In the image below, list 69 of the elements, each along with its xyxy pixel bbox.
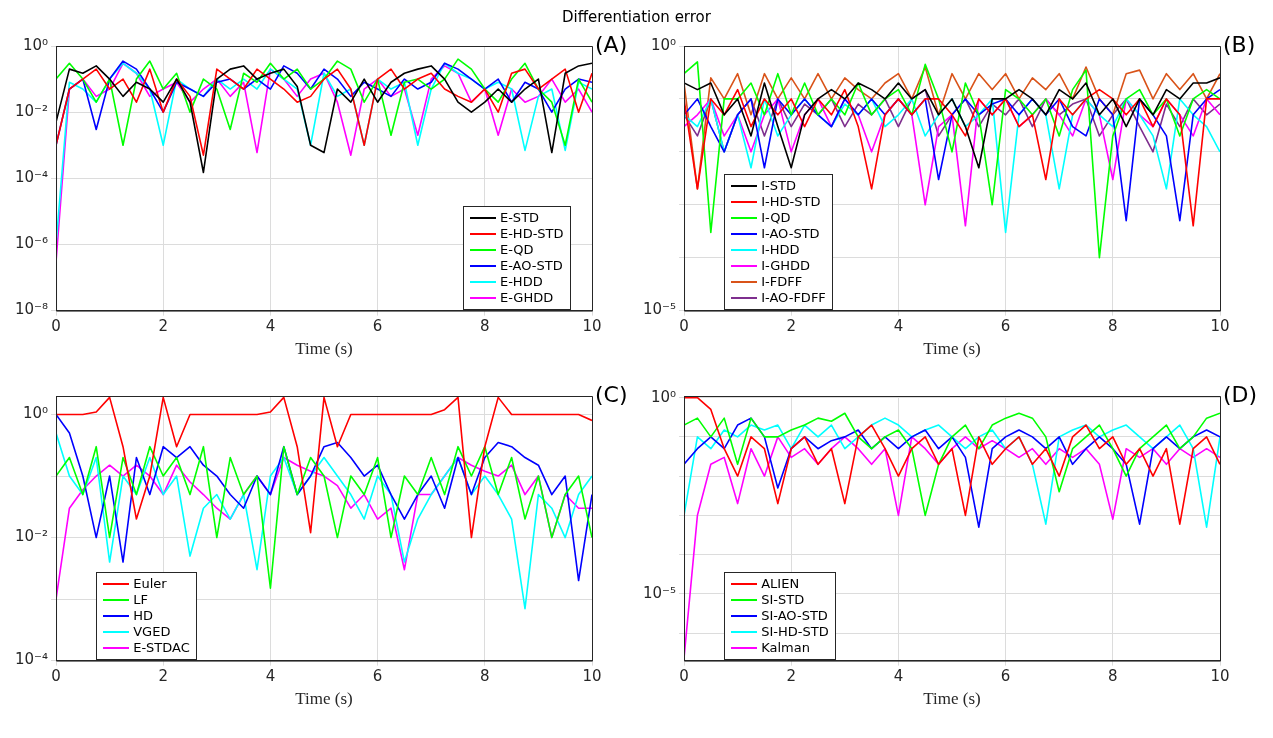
legend-label: E-HD-STD bbox=[499, 226, 564, 242]
legend-label: I-GHDD bbox=[761, 258, 811, 274]
y-tick-label: 10⁻⁵ bbox=[642, 300, 677, 319]
y-tick-label: 10⁰ bbox=[22, 404, 49, 423]
legend-label: SI-AO-STD bbox=[761, 608, 828, 624]
x-tick-label: 6 bbox=[372, 317, 383, 336]
x-tick-label: 2 bbox=[158, 317, 168, 336]
y-tick-label: 10⁻⁴ bbox=[14, 168, 49, 187]
legend-label: E-GHDD bbox=[499, 290, 554, 306]
x-tick-label: 2 bbox=[786, 317, 796, 336]
x-tick-label: 6 bbox=[1000, 317, 1011, 336]
x-tick-label: 4 bbox=[265, 667, 276, 686]
x-tick-label: 8 bbox=[480, 667, 490, 686]
y-tick-label: 10⁰ bbox=[650, 35, 677, 54]
x-tick-label: 0 bbox=[679, 317, 689, 336]
legend-label: I-STD bbox=[761, 178, 796, 194]
y-tick-label: 10⁻⁴ bbox=[14, 650, 49, 669]
legend-label: ALIEN bbox=[761, 576, 800, 592]
text: (A) bbox=[595, 32, 628, 57]
legend-label: Euler bbox=[133, 576, 167, 592]
text: Differentiation error bbox=[561, 8, 712, 28]
x-tick-label: 4 bbox=[893, 667, 904, 686]
legend-label: HD bbox=[133, 608, 153, 624]
text: (C) bbox=[595, 382, 628, 407]
text: (B) bbox=[1223, 32, 1256, 57]
x-tick-label: 8 bbox=[1108, 667, 1118, 686]
x-tick-label: 10 bbox=[1210, 667, 1230, 686]
legend-label: I-HDD bbox=[761, 242, 800, 258]
y-tick-label: 10⁰ bbox=[22, 35, 49, 54]
legend-label: E-AO-STD bbox=[499, 258, 563, 274]
y-tick-label: 10⁻² bbox=[14, 102, 49, 121]
x-tick-label: 10 bbox=[582, 667, 602, 686]
y-tick-label: 10⁻⁵ bbox=[642, 583, 677, 602]
y-tick-label: 10⁻⁶ bbox=[14, 234, 49, 253]
text: (D) bbox=[1223, 382, 1258, 407]
y-tick-label: 10⁻² bbox=[14, 527, 49, 546]
legend-label: E-QD bbox=[499, 242, 534, 258]
x-tick-label: 10 bbox=[1210, 317, 1230, 336]
x-tick-label: 0 bbox=[51, 667, 61, 686]
x-axis-title: Time (s) bbox=[295, 689, 353, 709]
legend-label: SI-HD-STD bbox=[761, 624, 829, 640]
x-tick-label: 4 bbox=[265, 317, 276, 336]
x-axis-title: Time (s) bbox=[923, 339, 981, 359]
legend-label: I-QD bbox=[761, 210, 791, 226]
legend-label: VGED bbox=[133, 624, 171, 640]
x-tick-label: 0 bbox=[679, 667, 689, 686]
legend-label: SI-STD bbox=[761, 592, 805, 608]
legend-label: E-STDAC bbox=[133, 640, 190, 656]
x-tick-label: 6 bbox=[1000, 667, 1011, 686]
x-tick-label: 10 bbox=[582, 317, 602, 336]
legend-label: I-AO-STD bbox=[761, 226, 820, 242]
legend-label: Kalman bbox=[761, 640, 810, 656]
x-axis-title: Time (s) bbox=[923, 689, 981, 709]
x-axis-title: Time (s) bbox=[295, 339, 353, 359]
x-tick-label: 2 bbox=[158, 667, 168, 686]
x-tick-label: 8 bbox=[480, 317, 490, 336]
x-tick-label: 8 bbox=[1108, 317, 1118, 336]
x-tick-label: 0 bbox=[51, 317, 61, 336]
legend-label: I-HD-STD bbox=[761, 194, 821, 210]
legend-label: I-AO-FDFF bbox=[761, 290, 826, 306]
x-tick-label: 2 bbox=[786, 667, 796, 686]
y-tick-label: 10⁰ bbox=[650, 387, 677, 406]
y-tick-label: 10⁻⁸ bbox=[14, 300, 49, 319]
legend-label: E-HDD bbox=[499, 274, 543, 290]
legend-label: LF bbox=[133, 592, 148, 608]
x-tick-label: 6 bbox=[372, 667, 383, 686]
x-tick-label: 4 bbox=[893, 317, 904, 336]
legend-label: E-STD bbox=[499, 210, 540, 226]
legend-label: I-FDFF bbox=[761, 274, 803, 290]
